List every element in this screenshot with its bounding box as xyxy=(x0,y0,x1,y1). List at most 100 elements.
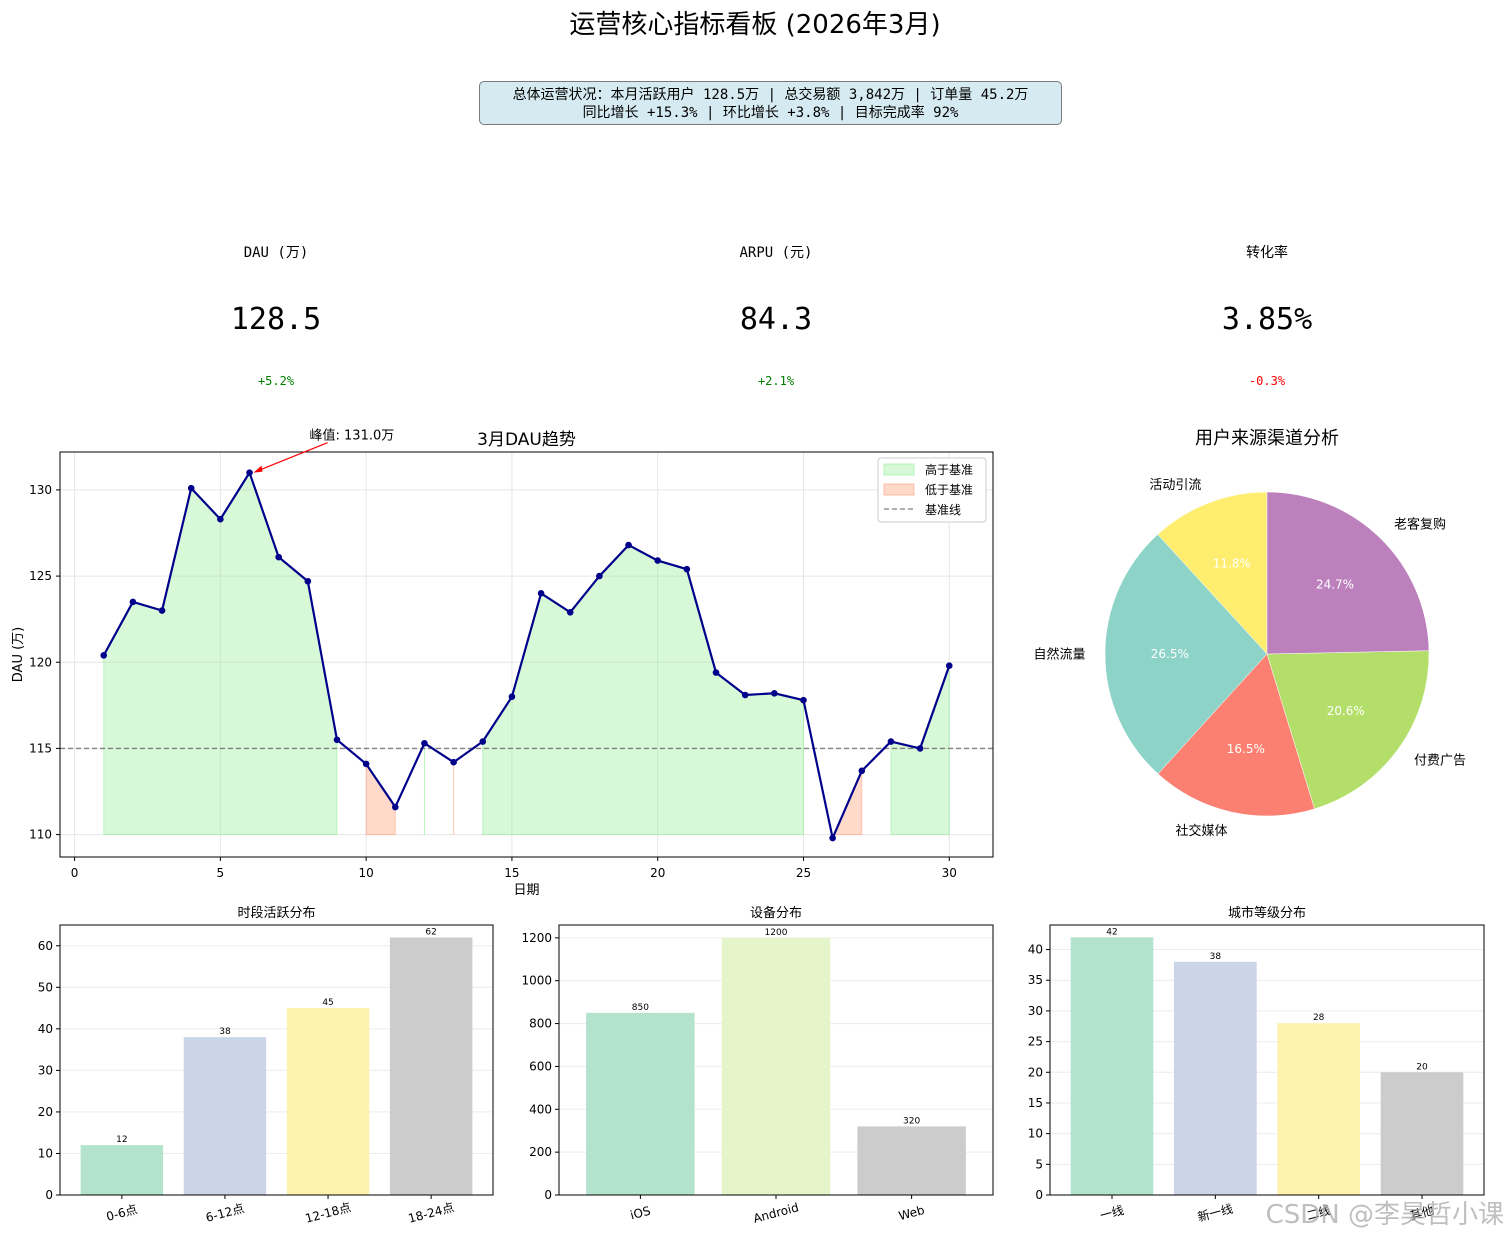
chart-title: 时段活跃分布 xyxy=(237,906,315,921)
x-tick-label: Android xyxy=(752,1200,800,1226)
axes-frame xyxy=(1049,924,1485,1196)
y-tick-label: 15 xyxy=(1028,1096,1043,1110)
dau-point xyxy=(275,553,282,561)
axes-frame xyxy=(59,451,994,858)
bar-value-label: 12 xyxy=(116,1135,127,1145)
pie-pct-label: 16.5% xyxy=(1227,742,1265,756)
pie-pct-label: 24.7% xyxy=(1316,578,1354,592)
summary-line-2: 同比增长 +15.3% | 环比增长 +3.8% | 目标完成率 92% xyxy=(582,105,959,121)
pie-label: 活动引流 xyxy=(1149,478,1201,493)
y-tick-label: 115 xyxy=(29,741,52,755)
pie-slice xyxy=(1104,534,1268,775)
x-tick-label: 10 xyxy=(359,866,374,880)
y-tick-label: 400 xyxy=(529,1102,552,1116)
y-tick-label: 10 xyxy=(38,1146,53,1160)
dau-point xyxy=(100,652,108,659)
bar-value-label: 42 xyxy=(1106,927,1117,937)
annotation-arrowhead xyxy=(253,465,263,473)
x-axis-label: 日期 xyxy=(513,883,539,898)
legend-label-above: 高于基准 xyxy=(925,462,973,477)
peak-annotation: 峰值: 131.0万 xyxy=(310,428,395,444)
pie-slice xyxy=(1157,653,1315,817)
dau-point xyxy=(683,565,691,573)
x-tick-label: 15 xyxy=(504,866,519,880)
pie-slice xyxy=(1266,491,1430,655)
bar xyxy=(721,937,831,1195)
bar-value-label: 20 xyxy=(1416,1062,1428,1072)
annotation-arrow xyxy=(255,442,328,473)
channel-pie-chart: 用户来源渠道分析 11.8% 活动引流 26.5% 自然流量 16.5% 社交媒体 20.6%… xyxy=(1034,428,1466,839)
bar xyxy=(586,1012,695,1195)
y-tick-label: 60 xyxy=(38,939,53,953)
y-tick-label: 25 xyxy=(1028,1035,1043,1049)
chart-title: 用户来源渠道分析 xyxy=(1195,428,1339,449)
dau-point xyxy=(916,745,924,752)
pie-label: 社交媒体 xyxy=(1175,823,1227,839)
device-distribution-chart: 850 iOS 1200 Android 320 Web 0 200 400 600 800 1000… xyxy=(521,905,994,1226)
legend-swatch-below xyxy=(883,483,915,496)
y-tick-label: 120 xyxy=(29,655,52,669)
bar-value-label: 45 xyxy=(322,998,333,1008)
y-tick-label: 10 xyxy=(1028,1127,1043,1141)
y-tick-label: 20 xyxy=(38,1105,53,1119)
summary-box: 总体运营状况：本月活跃用户 128.5万 | 总交易额 3,842万 | 订单量… xyxy=(479,81,1062,125)
dau-point xyxy=(421,739,428,747)
bar xyxy=(286,1008,370,1195)
dau-point xyxy=(654,557,662,564)
dau-point xyxy=(129,598,137,606)
pie-slice xyxy=(1157,491,1268,655)
chart-title: 城市等级分布 xyxy=(1228,905,1306,921)
bar-value-label: 38 xyxy=(219,1027,231,1037)
bar xyxy=(80,1145,164,1195)
y-tick-label: 30 xyxy=(1028,1004,1043,1018)
bar-value-label: 28 xyxy=(1313,1013,1325,1023)
dau-point xyxy=(362,760,370,768)
kpi-arpu-label: ARPU (元) xyxy=(739,245,813,261)
y-tick-label: 5 xyxy=(1035,1157,1043,1171)
y-tick-label: 800 xyxy=(529,1017,552,1031)
axes-frame xyxy=(558,924,994,1196)
y-tick-label: 125 xyxy=(29,569,52,583)
dau-point xyxy=(771,689,778,697)
dau-point xyxy=(333,736,341,744)
kpi-dau-change: +5.2% xyxy=(257,374,295,388)
x-tick-label: 新一线 xyxy=(1196,1201,1235,1225)
legend-box xyxy=(877,457,987,523)
axes-frame xyxy=(59,924,494,1196)
y-tick-label: 1000 xyxy=(521,974,552,988)
y-tick-label: 1200 xyxy=(521,931,552,945)
x-tick-label: 25 xyxy=(796,866,811,880)
kpi-dau-value: 128.5 xyxy=(230,302,322,337)
dau-point xyxy=(945,662,953,670)
dau-point xyxy=(566,608,574,616)
kpi-arpu-change: +2.1% xyxy=(757,374,795,388)
bar-value-label: 38 xyxy=(1210,952,1222,962)
legend-swatch-above xyxy=(883,463,915,476)
dau-point xyxy=(741,691,749,699)
pie-slice xyxy=(1266,650,1430,810)
x-tick-label: 6-12点 xyxy=(204,1201,246,1225)
dau-point xyxy=(858,767,866,775)
hourly-activity-chart: 12 0-6点 38 6-12点 45 12-18点 62 18-24点 0 10 20 30 40 50… xyxy=(38,906,494,1226)
y-tick-label: 110 xyxy=(29,828,52,842)
bar xyxy=(389,937,473,1195)
x-tick-label: 其他 xyxy=(1409,1203,1436,1223)
y-tick-label: 50 xyxy=(38,980,53,994)
pie-pct-label: 26.5% xyxy=(1151,647,1189,661)
pie-pct-label: 20.6% xyxy=(1327,704,1365,718)
bar-value-label: 62 xyxy=(425,927,436,937)
y-tick-label: 40 xyxy=(38,1022,53,1036)
y-tick-label: 30 xyxy=(38,1063,53,1077)
dau-point xyxy=(246,469,253,476)
x-tick-label: 0 xyxy=(71,866,79,880)
summary-line-1: 总体运营状况：本月活跃用户 128.5万 | 总交易额 3,842万 | 订单量… xyxy=(512,87,1029,103)
x-tick-label: 二线 xyxy=(1305,1203,1332,1223)
y-tick-label: 0 xyxy=(1035,1188,1043,1202)
kpi-dau-label: DAU (万) xyxy=(243,245,309,261)
bar xyxy=(1070,937,1154,1195)
page-title: 运营核心指标看板 (2026年3月) xyxy=(569,10,941,40)
bar xyxy=(1380,1072,1464,1195)
x-tick-label: iOS xyxy=(629,1204,652,1223)
dau-point xyxy=(829,834,836,842)
